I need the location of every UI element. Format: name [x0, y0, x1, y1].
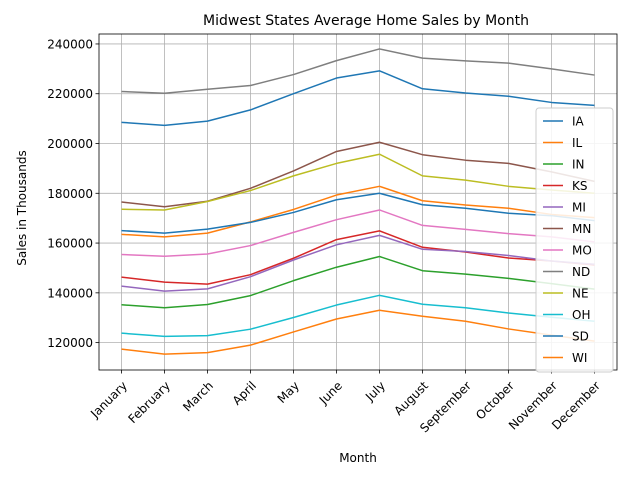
- legend-label: IL: [572, 136, 583, 150]
- legend-label: NE: [572, 287, 589, 301]
- x-tick-label: July: [362, 379, 388, 405]
- plot-frame: [98, 33, 618, 371]
- series-line-ia: [121, 70, 595, 127]
- y-tick-label: 240000: [47, 37, 93, 51]
- legend-label: KS: [572, 179, 588, 193]
- series-line-oh: [121, 294, 595, 338]
- y-tick-label: 220000: [47, 87, 93, 101]
- x-tick-label: October: [473, 379, 517, 423]
- series-line-nd: [121, 48, 595, 94]
- y-tick-label: 120000: [47, 336, 93, 350]
- y-axis-label: Sales in Thousands: [15, 150, 29, 265]
- series-line-in: [121, 255, 595, 309]
- legend-label: WI: [572, 351, 587, 365]
- legend-label: SD: [572, 330, 589, 344]
- x-tick-label: February: [125, 379, 173, 427]
- x-tick-label: August: [391, 378, 431, 418]
- series-line-ne: [121, 153, 595, 211]
- x-axis-label: Month: [339, 451, 377, 465]
- legend-label: MN: [572, 222, 591, 236]
- legend-label: IN: [572, 158, 585, 172]
- series-line-ks: [121, 230, 595, 285]
- legend-label: ND: [572, 265, 590, 279]
- series-lines: [121, 48, 595, 355]
- y-tick-label: 180000: [47, 187, 93, 201]
- x-tick-label: January: [87, 379, 130, 422]
- x-tick-label: May: [275, 379, 302, 406]
- series-line-wi: [121, 309, 595, 355]
- legend-label: IA: [572, 115, 585, 129]
- x-tick-label: April: [230, 379, 259, 408]
- legend-box: [535, 107, 614, 373]
- legend-label: OH: [572, 308, 590, 322]
- chart-title: Midwest States Average Home Sales by Mon…: [203, 13, 529, 29]
- series-line-sd: [121, 192, 595, 234]
- y-tick-label: 160000: [47, 237, 93, 251]
- legend-label: MI: [572, 201, 586, 215]
- series-line-mo: [121, 209, 595, 258]
- legend: IA IL IN KS MI MN MO ND NE OH SD WI: [535, 107, 614, 373]
- series-line-mi: [121, 234, 595, 292]
- y-tick-label: 200000: [47, 137, 93, 151]
- legend-label: MO: [572, 244, 592, 258]
- x-tick-label: June: [316, 379, 345, 408]
- x-tick-label: March: [180, 379, 216, 415]
- y-tick-label: 140000: [47, 286, 93, 300]
- series-line-il: [121, 185, 595, 238]
